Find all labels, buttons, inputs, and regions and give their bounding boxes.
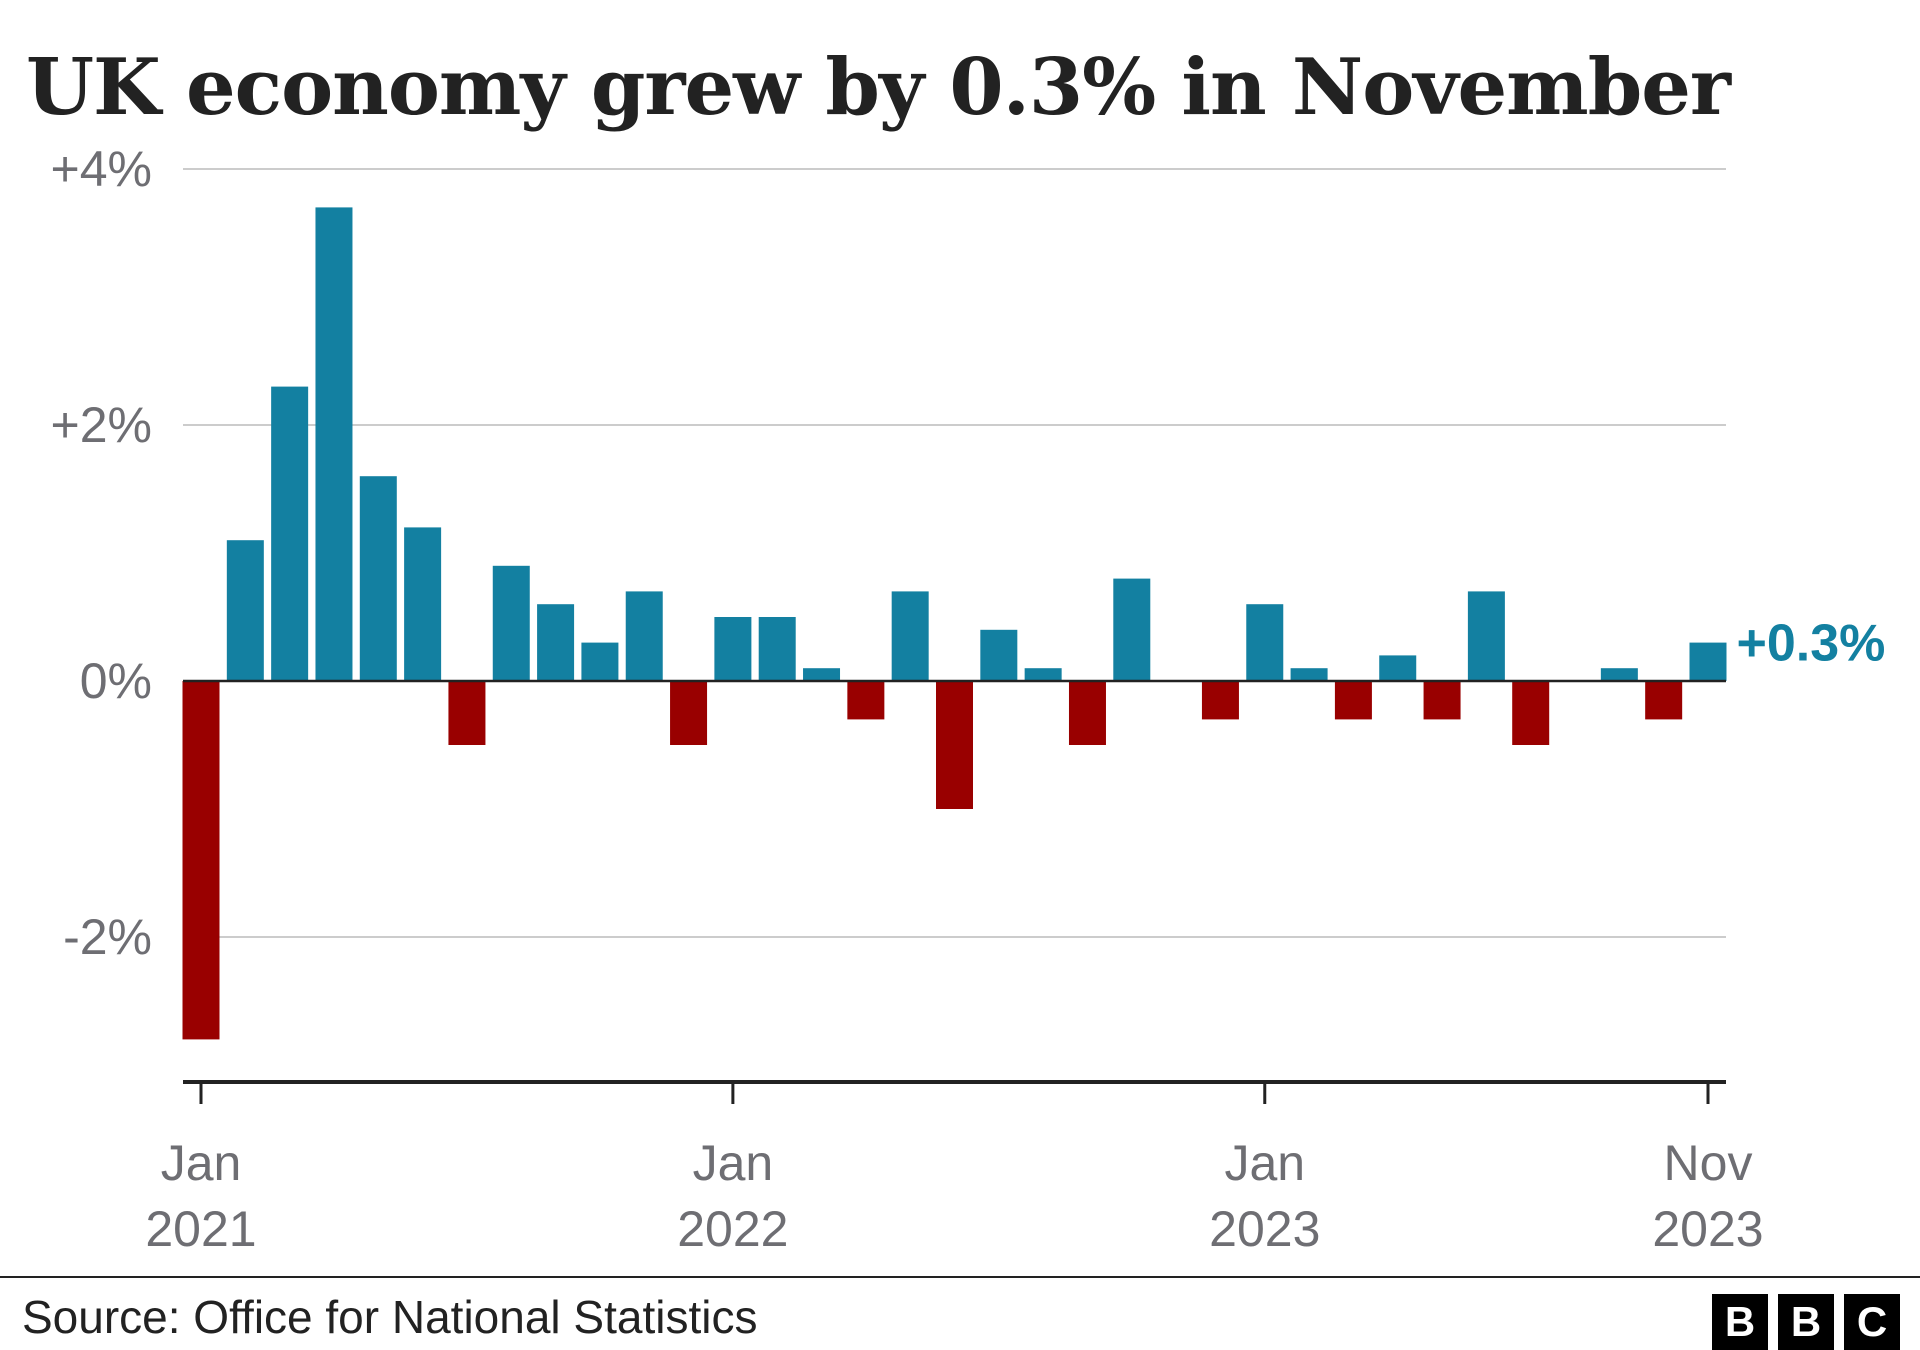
bar-jan-2021 (182, 681, 220, 1040)
bar-apr-2021 (315, 207, 353, 681)
bar-jul-2021 (448, 681, 486, 745)
x-tick-label-month: Jan (693, 1135, 774, 1191)
y-tick-label: 0% (80, 653, 152, 709)
bar-oct-2023 (1645, 681, 1683, 720)
chart-title: UK economy grew by 0.3% in November (26, 42, 1731, 133)
bar-apr-2023 (1379, 655, 1417, 681)
bar-jul-2022 (980, 629, 1018, 681)
bar-apr-2022 (847, 681, 885, 720)
bar-mar-2023 (1334, 681, 1372, 720)
source-note: Source: Office for National Statistics (22, 1291, 758, 1343)
bar-nov-2021 (625, 591, 663, 681)
y-tick-label: +2% (51, 397, 152, 453)
bar-jan-2023 (1246, 604, 1284, 681)
source-divider (0, 1276, 1920, 1278)
bar-aug-2022 (1024, 668, 1062, 681)
bar-sep-2021 (537, 604, 575, 681)
bar-jun-2023 (1467, 591, 1505, 681)
bar-oct-2022 (1113, 578, 1151, 681)
bar-oct-2021 (581, 642, 619, 681)
logo-letter-b1: B (1712, 1294, 1768, 1350)
x-tick-label-year: 2021 (145, 1201, 256, 1257)
bar-dec-2022 (1201, 681, 1239, 720)
bar-may-2023 (1423, 681, 1461, 720)
bar-sep-2023 (1600, 668, 1638, 681)
bar-aug-2021 (492, 565, 530, 681)
bar-feb-2023 (1290, 668, 1328, 681)
bar-jun-2022 (936, 681, 973, 809)
bar-jan-2022 (714, 617, 752, 681)
bar-mar-2022 (803, 668, 841, 681)
bar-may-2021 (359, 476, 397, 681)
bar-jun-2021 (404, 527, 442, 681)
bar-feb-2022 (758, 617, 796, 681)
bar-may-2022 (891, 591, 929, 681)
x-tick-label-month: Jan (161, 1135, 242, 1191)
bar-jul-2023 (1512, 681, 1550, 745)
bbc-logo: B B C (1712, 1294, 1900, 1350)
y-tick-label: +4% (51, 141, 152, 197)
bar-dec-2021 (670, 681, 708, 745)
y-tick-label: -2% (63, 909, 152, 965)
bar-chart: +4% +2% 0% -2% Jan 2021 Jan 2022 Jan 2023 Nov 2023 +… (51, 141, 1886, 1257)
bar-nov-2023 (1689, 642, 1727, 681)
latest-value-label: +0.3% (1737, 615, 1886, 673)
bar-mar-2021 (271, 386, 309, 681)
logo-letter-b2: B (1778, 1294, 1834, 1350)
bar-sep-2022 (1068, 681, 1106, 745)
x-tick-label-year: 2023 (1652, 1201, 1763, 1257)
bar-feb-2021 (226, 540, 264, 681)
logo-letter-c: C (1844, 1294, 1900, 1350)
x-tick-label-year: 2022 (677, 1201, 788, 1257)
x-tick-label-year: 2023 (1209, 1201, 1320, 1257)
x-tick-label-month: Jan (1224, 1135, 1305, 1191)
x-tick-label-month: Nov (1664, 1135, 1753, 1191)
